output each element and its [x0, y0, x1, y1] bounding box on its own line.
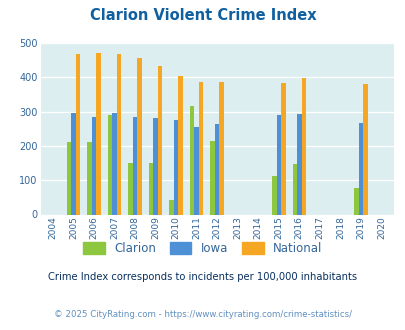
Bar	[178, 76, 183, 214]
Bar	[71, 113, 75, 214]
Bar	[66, 143, 71, 214]
Bar	[75, 53, 80, 214]
Bar	[190, 106, 194, 214]
Bar	[87, 143, 92, 214]
Bar	[271, 176, 276, 214]
Text: Clarion Violent Crime Index: Clarion Violent Crime Index	[90, 8, 315, 23]
Bar	[219, 82, 224, 214]
Bar	[214, 124, 219, 214]
Bar	[198, 82, 203, 214]
Text: © 2025 CityRating.com - https://www.cityrating.com/crime-statistics/: © 2025 CityRating.com - https://www.city…	[54, 310, 351, 319]
Bar	[149, 163, 153, 215]
Bar	[132, 117, 137, 214]
Bar	[137, 58, 141, 214]
Bar	[301, 78, 305, 214]
Bar	[92, 117, 96, 214]
Bar	[112, 113, 117, 214]
Text: Crime Index corresponds to incidents per 100,000 inhabitants: Crime Index corresponds to incidents per…	[48, 272, 357, 282]
Bar	[128, 163, 132, 215]
Bar	[296, 114, 301, 214]
Bar	[210, 141, 214, 214]
Bar	[280, 83, 285, 214]
Bar	[276, 115, 280, 214]
Bar	[353, 188, 358, 214]
Bar	[96, 52, 100, 214]
Bar	[117, 54, 121, 214]
Bar	[358, 123, 362, 214]
Bar	[194, 127, 198, 214]
Bar	[107, 115, 112, 214]
Bar	[292, 164, 296, 214]
Bar	[153, 118, 158, 214]
Bar	[169, 200, 173, 214]
Bar	[362, 84, 367, 214]
Bar	[158, 66, 162, 214]
Legend: Clarion, Iowa, National: Clarion, Iowa, National	[83, 242, 322, 255]
Bar	[173, 120, 178, 214]
